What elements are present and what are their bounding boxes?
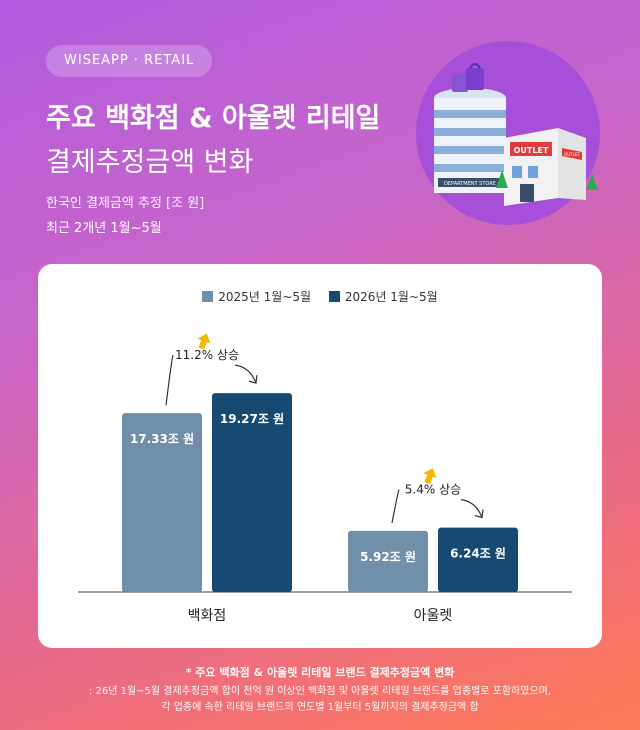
svg-text:OUTLET: OUTLET: [564, 152, 580, 157]
outlet-icon: OUTLET OUTLET: [496, 128, 598, 206]
up-arrow-icon: [197, 333, 211, 350]
svg-text:OUTLET: OUTLET: [514, 146, 549, 155]
up-arrow-icon: [423, 468, 437, 485]
page-title-line2: 결제추정금액 변화: [46, 147, 254, 178]
annotation-arrowhead: [248, 375, 258, 384]
bar-value-label: 19.27조 원: [220, 412, 284, 426]
legend-item-2025: 2025년 1월~5월: [202, 288, 311, 305]
bar-value-label: 17.33조 원: [130, 432, 194, 446]
footnote-line2: : 26년 1월~5월 결제추정금액 합이 천억 원 이상인 백화점 및 아울렛…: [88, 686, 552, 697]
page-title: 주요 백화점 & 아울렛 리테일: [46, 103, 381, 134]
legend-swatch-2026: [328, 291, 340, 302]
bar-0-0: [122, 413, 202, 592]
annotation-arrowhead: [474, 509, 484, 519]
legend-label-2025: 2025년 1월~5월: [218, 290, 312, 304]
annotation-connector: [391, 489, 400, 524]
footnote-line3: 각 업종에 속한 리테일 브랜드의 연도별 1월부터 5월까지의 결제추정금액 …: [161, 702, 479, 713]
bar-1-1: [438, 527, 518, 592]
bar-1-0: [348, 530, 428, 592]
legend-swatch-2025: [202, 291, 214, 302]
chart-card: 2025년 1월~5월 2026년 1월~5월 17.33조 원 19.27조 원…: [38, 264, 602, 648]
legend-item-2026: 2026년 1월~5월: [328, 288, 438, 305]
department-store-icon: DEPARTMENT STORE: [434, 63, 506, 193]
annotation-arrow-line: [460, 499, 483, 518]
svg-text:DEPARTMENT STORE: DEPARTMENT STORE: [444, 181, 496, 187]
unit-subtitle: 한국인 결제금액 추정 [조 원]: [46, 196, 205, 211]
brand-badge: WISEAPP · RETAIL: [46, 45, 213, 77]
annotation-arrow-line: [234, 364, 257, 384]
period-subtitle: 최근 2개년 1월~5월: [46, 221, 162, 236]
bar-value-label: 5.92조 원: [360, 550, 416, 564]
category-label: 백화점: [188, 608, 227, 624]
bar-0-1: [212, 393, 292, 592]
bar-value-label: 6.24조 원: [450, 547, 506, 561]
chart-legend: 2025년 1월~5월 2026년 1월~5월: [38, 288, 602, 305]
category-label: 아울렛: [414, 608, 453, 624]
footnote-title: * 주요 백화점 & 아울렛 리테일 브랜드 결제추정금액 변화: [185, 666, 455, 679]
growth-annotation: 5.4% 상승: [405, 483, 461, 497]
store-illustration: DEPARTMENT STORE OUTLET OUTLET: [416, 41, 600, 225]
growth-annotation: 11.2% 상승: [175, 348, 239, 362]
annotation-connector: [165, 354, 174, 406]
legend-label-2026: 2026년 1월~5월: [344, 290, 438, 304]
